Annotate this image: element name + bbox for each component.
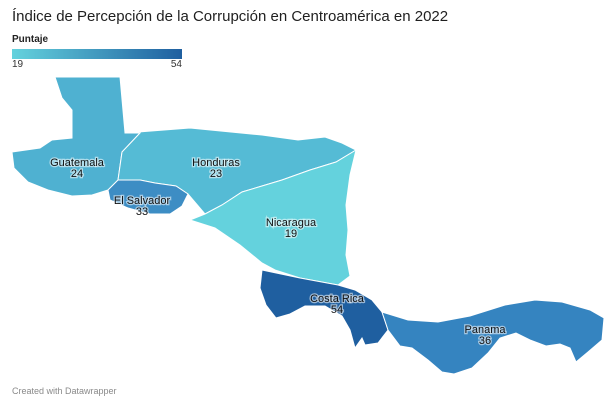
label-panama-name: Panama bbox=[465, 324, 507, 336]
label-nicaragua-score: 19 bbox=[285, 228, 297, 240]
country-el-salvador[interactable] bbox=[107, 179, 189, 215]
label-el-salvador-score: 33 bbox=[136, 206, 148, 218]
label-el-salvador-name: El Salvador bbox=[114, 195, 171, 207]
legend: Puntaje 19 54 bbox=[12, 34, 182, 71]
legend-max-label: 54 bbox=[170, 59, 182, 70]
legend-min-label: 19 bbox=[12, 59, 24, 70]
legend-title: Puntaje bbox=[12, 34, 49, 45]
label-honduras-name: Honduras bbox=[192, 157, 240, 169]
label-panama-score: 36 bbox=[479, 335, 491, 347]
legend-gradient-bar bbox=[12, 49, 182, 59]
label-honduras-score: 23 bbox=[210, 168, 222, 180]
legend-labels: 19 54 bbox=[12, 59, 182, 71]
label-nicaragua-name: Nicaragua bbox=[266, 217, 317, 229]
label-guatemala-score: 24 bbox=[71, 168, 83, 180]
country-nicaragua[interactable] bbox=[188, 148, 357, 286]
map-title: Índice de Percepción de la Corrupción en… bbox=[12, 8, 449, 25]
label-costa-rica-score: 54 bbox=[331, 304, 343, 316]
attribution-footer: Created with Datawrapper bbox=[12, 386, 117, 396]
label-costa-rica-name: Costa Rica bbox=[310, 293, 365, 305]
label-guatemala-name: Guatemala bbox=[50, 157, 105, 169]
country-costa-rica[interactable] bbox=[259, 269, 389, 350]
country-panama[interactable] bbox=[381, 299, 605, 375]
